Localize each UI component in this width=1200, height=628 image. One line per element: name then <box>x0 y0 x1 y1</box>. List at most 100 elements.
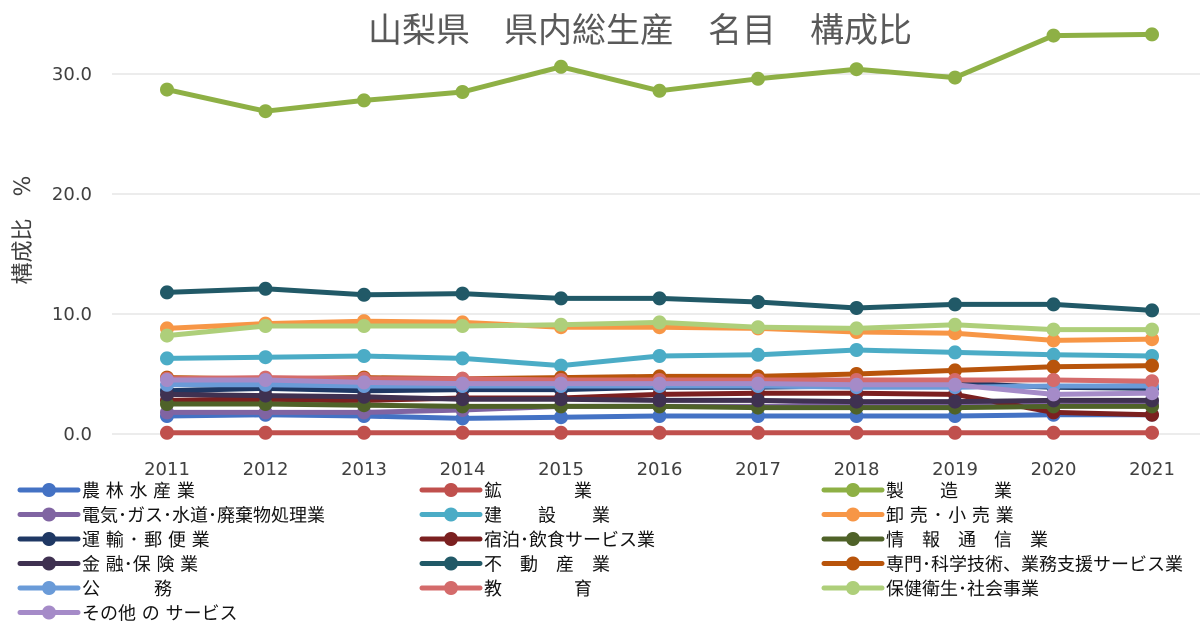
legend-item: 宿泊･飲食サービス業 <box>419 530 655 551</box>
legend-label: 宿泊･飲食サービス業 <box>484 530 655 551</box>
legend-item: その他 の サービス <box>17 604 237 625</box>
data-point <box>554 317 568 332</box>
legend-swatch-marker <box>42 483 56 497</box>
data-point <box>258 319 273 333</box>
data-point <box>554 425 568 440</box>
data-point <box>948 345 962 360</box>
data-point <box>1046 333 1061 348</box>
x-tick-label: 2014 <box>440 459 486 480</box>
data-point <box>1145 303 1159 318</box>
data-point <box>652 409 667 423</box>
data-point <box>1145 332 1159 347</box>
data-point <box>160 351 174 366</box>
data-point <box>160 82 174 97</box>
legend-swatch-marker <box>444 483 458 497</box>
chart-title: 山梨県 県内総生産 名目 構成比 <box>368 11 912 51</box>
data-point <box>455 319 470 333</box>
y-tick-label: 0.0 <box>63 424 92 445</box>
legend-item: 教 育 <box>419 579 592 600</box>
legend-item: 運 輸 ･ 郵 便 業 <box>17 530 210 551</box>
legend-item: 建 設 業 <box>419 506 610 527</box>
x-tick-label: 2016 <box>637 459 683 480</box>
legend: 農 林 水 産 業 鉱 業 製 造 業電気･ガス･水道･廃棄物処理業 建 設 業 卸 売… <box>17 481 1183 625</box>
legend-label: 卸 売 ･ 小 売 業 <box>886 506 1014 527</box>
data-point <box>849 301 864 315</box>
x-tick-label: 2013 <box>341 459 387 480</box>
legend-item: 金 融･保 険 業 <box>17 555 198 576</box>
data-point <box>652 376 667 391</box>
data-point <box>1046 387 1061 402</box>
data-point <box>1145 322 1159 337</box>
x-tick-label: 2015 <box>538 459 584 480</box>
legend-swatch-marker <box>846 556 860 571</box>
data-point <box>455 351 470 366</box>
data-point <box>948 297 962 312</box>
data-point <box>160 328 174 343</box>
data-point <box>1046 373 1061 387</box>
data-point <box>1145 386 1159 401</box>
y-axis-label: 構成比 % <box>11 176 36 285</box>
data-point <box>357 349 371 363</box>
data-point <box>1145 374 1159 389</box>
data-point <box>751 393 765 408</box>
legend-label: 教 育 <box>484 579 592 600</box>
data-point <box>652 425 667 440</box>
data-point <box>554 392 568 407</box>
data-point <box>652 349 667 363</box>
series-16 <box>160 373 1159 402</box>
data-point <box>1046 322 1061 337</box>
data-point <box>554 358 568 373</box>
legend-label: 建 設 業 <box>484 506 610 527</box>
x-tick-label: 2012 <box>243 459 289 480</box>
data-point <box>357 93 371 108</box>
data-point <box>1145 27 1159 42</box>
data-point <box>948 363 962 378</box>
data-point <box>1145 425 1159 440</box>
data-point <box>1145 349 1159 363</box>
legend-swatch-marker <box>846 532 860 546</box>
legend-swatch-marker <box>846 483 860 497</box>
data-point <box>751 425 765 440</box>
data-point <box>1046 28 1061 43</box>
data-point <box>849 394 864 409</box>
legend-item: 鉱 業 <box>419 481 592 502</box>
data-point <box>948 425 962 440</box>
legend-item: 公 務 <box>17 579 172 600</box>
data-point <box>1145 358 1159 373</box>
series-5 <box>160 343 1159 373</box>
data-point <box>258 350 273 365</box>
data-point <box>1046 425 1061 440</box>
data-point <box>751 320 765 335</box>
data-point <box>160 373 174 387</box>
legend-label: 運 輸 ･ 郵 便 業 <box>82 530 210 551</box>
data-point <box>554 410 568 425</box>
legend-swatch-marker <box>444 581 458 595</box>
legend-item: 農 林 水 産 業 <box>17 481 195 502</box>
data-point <box>258 104 273 119</box>
legend-item: 電気･ガス･水道･廃棄物処理業 <box>17 506 325 527</box>
legend-item: 専門･科学技術、業務支援サービス業 <box>821 555 1183 576</box>
data-point <box>652 83 667 98</box>
data-point <box>160 387 174 402</box>
data-point <box>849 343 864 357</box>
legend-label: 金 融･保 険 業 <box>82 555 198 576</box>
data-point <box>849 425 864 440</box>
data-point <box>258 373 273 387</box>
legend-label: 保健衛生･社会事業 <box>886 579 1039 600</box>
data-point <box>455 392 470 407</box>
data-point <box>554 291 568 306</box>
legend-label: その他 の サービス <box>82 604 237 625</box>
legend-swatch-marker <box>42 507 56 522</box>
legend-swatch-marker <box>42 605 56 620</box>
data-point <box>258 281 273 296</box>
y-axis-ticks: 0.0 10.0 20.0 30.0 <box>52 64 92 445</box>
x-tick-label: 2011 <box>144 459 190 480</box>
data-point <box>948 377 962 392</box>
legend-swatch-marker <box>846 507 860 522</box>
data-point <box>357 375 371 390</box>
series-11 <box>160 281 1159 318</box>
x-axis-ticks: 2011 2012 2013 2014 2015 2016 2017 2018 2019 2020… <box>144 459 1175 480</box>
data-point <box>455 286 470 301</box>
